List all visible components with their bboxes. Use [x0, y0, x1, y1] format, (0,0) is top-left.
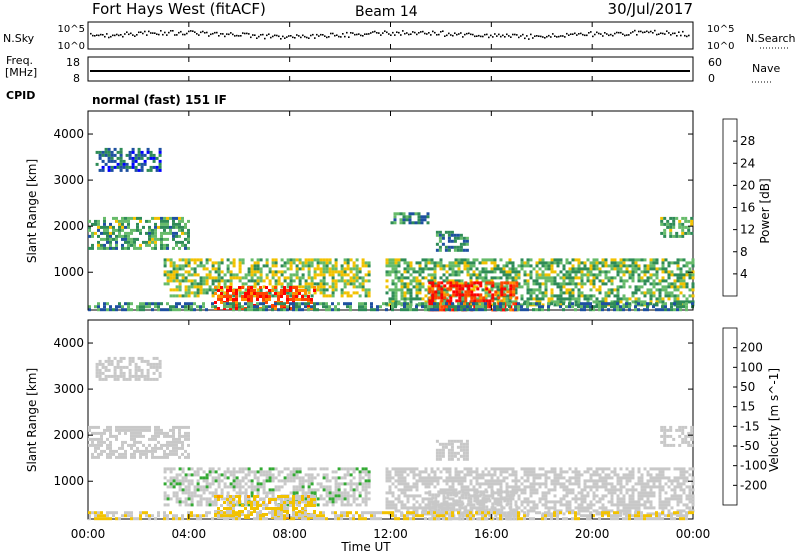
- power-y-axis-label: Slant Range [km]: [25, 159, 39, 263]
- cpid-label: CPID: [6, 89, 35, 102]
- power-region: [88, 302, 694, 312]
- velocity-region: [163, 467, 371, 507]
- x-tick-label: 12:00: [373, 527, 408, 541]
- x-tick-label: 20:00: [575, 527, 610, 541]
- velocity-region: [385, 467, 695, 516]
- freq-right-tick-high: 60: [708, 56, 722, 69]
- colorbar-tick-label: 16: [740, 201, 755, 215]
- velocity-colorbar: 200 100 50 15 -15 -50 -100 -200: [722, 327, 767, 506]
- colorbar-tick-label: 50: [740, 380, 755, 394]
- colorbar-tick-label: 100: [740, 360, 763, 374]
- colorbar-tick-label: 28: [740, 134, 755, 148]
- y-tick-label: 1000: [53, 474, 84, 488]
- y-tick-label: 1000: [53, 265, 84, 279]
- freq-right-label: Nave: [752, 62, 780, 75]
- y-tick-label: 2000: [53, 428, 84, 442]
- noise-trace: [90, 29, 690, 40]
- noise-right-tick-high: 10^5: [707, 24, 734, 35]
- x-tick-label: 00:00: [71, 527, 106, 541]
- noise-left-tick-high: 10^5: [58, 24, 85, 35]
- colorbar-tick-label: -15: [740, 419, 760, 433]
- x-tick-label: 04:00: [172, 527, 207, 541]
- velocity-y-axis-label: Slant Range [km]: [25, 368, 39, 472]
- colorbar-tick-label: -200: [740, 478, 767, 492]
- cpid-mode: normal (fast) 151 IF: [92, 93, 227, 107]
- colorbar-tick-label: 24: [740, 156, 755, 170]
- x-tick-label: 16:00: [474, 527, 509, 541]
- colorbar-tick-label: 4: [740, 267, 748, 281]
- velocity-region: [660, 425, 694, 447]
- velocity-region: [435, 439, 469, 461]
- freq-left-tick-high: 18: [66, 56, 80, 69]
- colorbar-frame: [722, 327, 738, 506]
- time-axis-label: Time UT: [340, 540, 391, 554]
- velocity-region: [88, 425, 190, 459]
- colorbar-tick-label: 12: [740, 223, 755, 237]
- noise-right-tick-low: 10^0: [707, 41, 734, 52]
- x-tick-label: 08:00: [272, 527, 307, 541]
- freq-left-label: Freq.: [6, 54, 33, 67]
- freq-left-tick-low: 8: [73, 72, 80, 85]
- power-colorbar: 4 8 12 16 20 24 28: [722, 118, 755, 297]
- velocity-region: [95, 356, 162, 381]
- colorbar-tick-label: 15: [740, 400, 755, 414]
- velocity-region: [88, 511, 694, 521]
- velocity-colorbar-label: Velocity [m s^-1]: [767, 368, 781, 472]
- power-region: [435, 230, 469, 252]
- noise-left-label: N.Sky: [3, 32, 35, 45]
- power-y-ticks: 1000 2000 3000 4000: [53, 127, 693, 279]
- colorbar-tick-label: 20: [740, 178, 755, 192]
- freq-left-unit: [MHz]: [5, 66, 37, 79]
- power-region: [390, 212, 430, 225]
- figure-title: Fort Hays West (fitACF): [92, 0, 266, 18]
- y-tick-label: 3000: [53, 382, 84, 396]
- date-label: 30/Jul/2017: [608, 0, 693, 18]
- freq-right-tick-low: 0: [708, 72, 715, 85]
- x-tick-label: 00:00: [676, 527, 711, 541]
- beam-label: Beam 14: [355, 4, 418, 20]
- y-tick-label: 3000: [53, 173, 84, 187]
- y-tick-label: 4000: [53, 336, 84, 350]
- colorbar-tick-label: 8: [740, 245, 748, 259]
- power-region: [385, 258, 695, 307]
- velocity-data-layer: [88, 356, 695, 521]
- y-tick-label: 4000: [53, 127, 84, 141]
- power-colorbar-label: Power [dB]: [758, 178, 772, 243]
- power-region: [95, 147, 162, 172]
- velocity-y-ticks: 1000 2000 3000 4000: [53, 336, 693, 488]
- power-region: [163, 258, 371, 298]
- colorbar-tick-label: -50: [740, 439, 760, 453]
- colorbar-tick-label: 200: [740, 341, 763, 355]
- power-region: [660, 216, 694, 238]
- power-data-layer: [88, 147, 695, 312]
- noise-left-tick-low: 10^0: [58, 41, 85, 52]
- time-axis-ticks: 00:00 04:00 08:00 12:00 16:00 20:00 00:00: [71, 22, 711, 541]
- colorbar-tick-label: -100: [740, 459, 767, 473]
- power-region: [88, 216, 190, 250]
- y-tick-label: 2000: [53, 219, 84, 233]
- noise-right-label: N.Search: [746, 32, 796, 45]
